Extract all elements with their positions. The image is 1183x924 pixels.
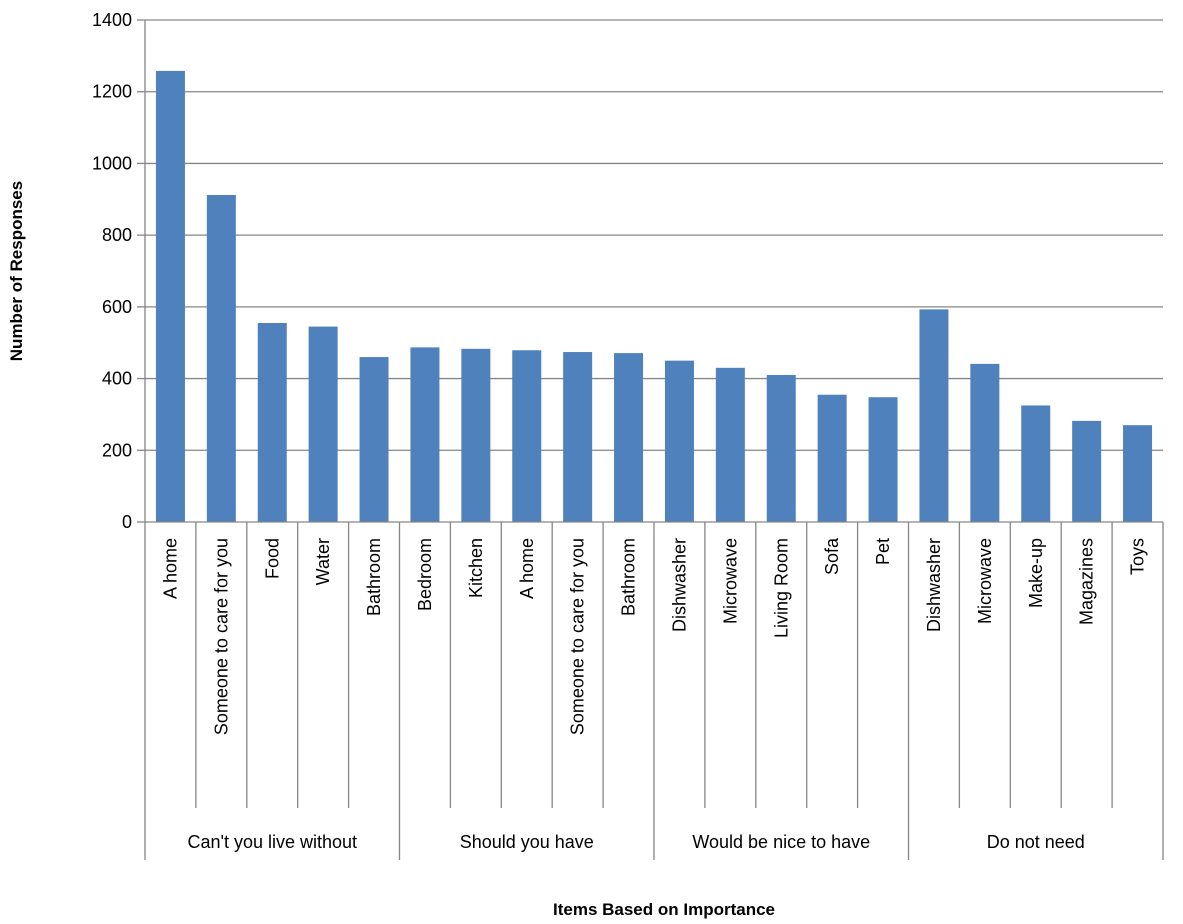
group-label: Would be nice to have [692,832,870,852]
bar [919,309,949,522]
category-label: Microwave [720,538,740,624]
bar [512,350,542,522]
category-label: Microwave [975,538,995,624]
bar [868,397,898,522]
category-label: Dishwasher [669,538,689,632]
y-axis-title: Number of Responses [7,181,26,361]
y-tick-label: 800 [102,225,132,245]
y-tick-label: 600 [102,297,132,317]
category-label: Make-up [1026,538,1046,608]
y-tick-label: 1200 [92,82,132,102]
bar [1072,420,1102,522]
bar [155,70,185,522]
bar [664,360,694,522]
x-axis-title: Items Based on Importance [553,900,775,919]
bar [614,353,644,522]
category-labels: A home Someone to care for you Food Water Ba… [160,537,1147,735]
category-label: Bathroom [619,538,639,616]
group-labels: Can't you live without Should you have Wou… [187,832,1084,852]
category-label: Water [313,538,333,585]
bar [563,352,593,522]
category-label: A home [160,538,180,599]
bar [715,367,745,522]
category-label: Dishwasher [924,538,944,632]
category-label: Someone to care for you [211,538,231,735]
y-tick-label: 200 [102,440,132,460]
category-label: Toys [1128,538,1148,575]
bar [817,394,847,522]
category-label: A home [517,538,537,599]
bar [1021,405,1051,522]
category-label: Living Room [771,538,791,638]
group-label: Do not need [987,832,1085,852]
bar [359,357,389,522]
y-tick-label: 1400 [92,10,132,30]
y-tick-label: 1000 [92,153,132,173]
category-label: Food [262,538,282,579]
bar [257,322,287,522]
bars [155,70,1153,523]
bar [461,348,491,522]
bar [410,347,440,522]
category-label: Bedroom [415,538,435,611]
gridlines [145,19,1163,451]
bar [1123,425,1153,522]
axes [144,20,1164,860]
group-label: Should you have [460,832,594,852]
category-label: Pet [873,538,893,565]
category-label: Sofa [822,537,842,575]
bar [308,326,338,522]
group-label: Can't you live without [187,832,357,852]
bar [766,374,796,522]
bar [206,194,236,523]
category-label: Magazines [1077,538,1097,625]
y-tick-label: 0 [122,512,132,532]
y-tick-label: 400 [102,369,132,389]
y-axis-ticks: 0 200 400 600 800 1000 1200 1400 [92,10,145,532]
category-label: Someone to care for you [568,538,588,735]
category-label: Bathroom [364,538,384,616]
category-label: Kitchen [466,538,486,598]
bar [970,363,1000,522]
